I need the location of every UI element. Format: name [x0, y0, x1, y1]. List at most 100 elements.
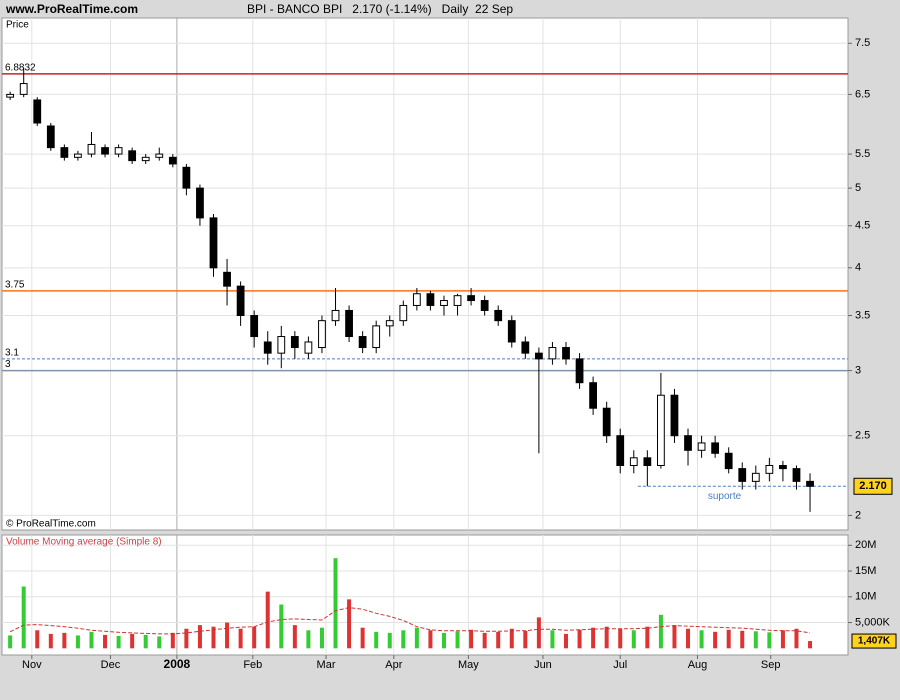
- volume-bar: [455, 631, 460, 649]
- candle-body: [521, 341, 530, 354]
- candle-body: [657, 394, 665, 466]
- candle-body: [372, 325, 381, 349]
- candle-body: [209, 217, 218, 269]
- volume-bar: [374, 631, 379, 649]
- credit: © ProRealTime.com: [6, 519, 96, 530]
- volume-bar: [265, 591, 270, 649]
- volume-bar: [740, 630, 745, 649]
- volume-bar: [116, 635, 121, 649]
- candle-body: [182, 166, 191, 189]
- candle-body: [426, 293, 435, 306]
- volume-bar: [130, 633, 135, 649]
- volume-bar: [577, 629, 582, 649]
- volume-bar: [347, 599, 352, 649]
- x-tick-label: 2008: [164, 657, 191, 671]
- price-panel: [1, 17, 849, 531]
- candle-body: [141, 156, 150, 162]
- volume-bar: [536, 617, 541, 649]
- y-tick-label: 4: [855, 262, 861, 274]
- volume-bar: [89, 631, 94, 649]
- volume-bar: [21, 586, 26, 649]
- candle-body: [453, 295, 462, 306]
- panel-label: Price: [6, 20, 29, 31]
- volume-bar: [496, 631, 501, 649]
- volume-bar: [726, 629, 731, 649]
- x-tick-label: Aug: [688, 659, 708, 671]
- candle-body: [263, 341, 272, 354]
- candle-body: [223, 271, 231, 287]
- y-tick-label: 7.5: [855, 37, 870, 49]
- volume-bar: [428, 630, 433, 649]
- volume-bar: [414, 627, 419, 649]
- y-tick-label: 4.5: [855, 220, 870, 232]
- volume-bar: [8, 635, 13, 649]
- candle-body: [806, 480, 814, 487]
- candle-body: [155, 153, 164, 158]
- volume-bar: [631, 630, 636, 649]
- x-tick-label: May: [458, 659, 479, 671]
- volume-bar: [170, 632, 175, 649]
- y-tick-label: 6.5: [855, 88, 870, 100]
- volume-bar: [645, 626, 650, 649]
- x-tick-label: Mar: [317, 659, 336, 671]
- candle-body: [304, 341, 313, 354]
- volume-bar: [794, 628, 799, 649]
- candle-body: [440, 300, 448, 306]
- site-name: www.ProRealTime.com: [5, 2, 138, 16]
- last-price-box: [853, 477, 893, 495]
- level-label: 6.8832: [5, 63, 36, 74]
- candle-body: [318, 320, 326, 349]
- last-volume-box: [851, 633, 897, 649]
- y-tick-label: 5,000K: [855, 616, 891, 628]
- candle-body: [250, 315, 259, 338]
- volume-bar: [225, 622, 230, 649]
- volume-bar: [482, 632, 487, 649]
- x-tick-label: Apr: [385, 659, 402, 671]
- volume-bar: [767, 632, 772, 649]
- volume-bar: [686, 628, 691, 649]
- candle-body: [792, 468, 801, 482]
- candle-body: [779, 464, 787, 470]
- candle-body: [643, 457, 652, 466]
- volume-bar: [523, 630, 528, 649]
- volume-bar: [550, 630, 555, 649]
- volume-bar: [360, 627, 365, 649]
- level-label: 3.1: [5, 348, 19, 359]
- y-tick-label: 20M: [855, 539, 876, 551]
- candle-body: [616, 435, 625, 466]
- volume-bar: [591, 627, 596, 649]
- volume-bar: [35, 630, 40, 649]
- x-tick-label: Nov: [22, 659, 42, 671]
- candle-body: [724, 452, 733, 470]
- volume-bar: [808, 641, 813, 649]
- candle-body: [19, 83, 28, 95]
- x-tick-label: Feb: [243, 659, 262, 671]
- volume-bar: [401, 630, 406, 649]
- candle-body: [765, 464, 774, 474]
- candle-body: [751, 472, 760, 482]
- candle-body: [467, 295, 475, 302]
- volume-bar: [211, 626, 216, 649]
- candle-body: [602, 407, 611, 437]
- y-tick-label: 3.5: [855, 309, 870, 321]
- volume-bar: [75, 635, 80, 649]
- volume-bar: [469, 629, 474, 649]
- volume-bar: [509, 628, 514, 649]
- volume-bar: [238, 628, 243, 649]
- volume-bar: [184, 628, 189, 649]
- candle-body: [277, 336, 286, 354]
- candle-body: [236, 285, 245, 317]
- volume-bar: [197, 625, 202, 649]
- x-tick-label: Jul: [613, 659, 627, 671]
- volume-bar: [48, 633, 53, 649]
- chart-title: BPI - BANCO BPI 2.170 (-1.14%) Daily 22 …: [247, 2, 513, 16]
- volume-bar: [618, 628, 623, 649]
- volume-bar: [292, 625, 297, 649]
- volume-bar: [143, 634, 148, 649]
- candle-body: [196, 187, 204, 219]
- x-tick-label: Sep: [761, 659, 781, 671]
- volume-bar: [753, 631, 758, 649]
- volume-panel: [1, 534, 849, 656]
- volume-bar: [780, 630, 785, 649]
